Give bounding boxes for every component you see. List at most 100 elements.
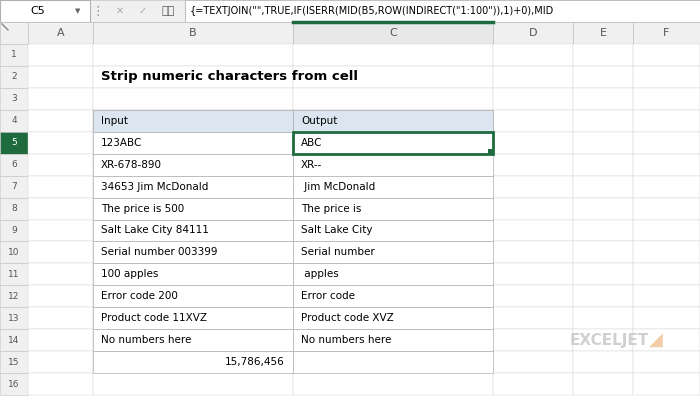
Bar: [493, 132, 573, 154]
Text: C: C: [389, 28, 397, 38]
Bar: [93, 220, 293, 242]
Bar: [293, 307, 493, 329]
Bar: [28, 66, 93, 88]
Bar: [93, 176, 293, 198]
Text: E: E: [599, 28, 606, 38]
Bar: [293, 329, 493, 351]
Bar: [28, 22, 93, 44]
Bar: [573, 329, 633, 351]
Bar: [293, 22, 493, 44]
Bar: [93, 285, 293, 307]
Bar: [0, 373, 28, 395]
Bar: [488, 149, 493, 154]
Bar: [28, 176, 93, 198]
Text: Jim McDonald: Jim McDonald: [301, 182, 375, 192]
Bar: [93, 242, 293, 263]
Bar: [93, 110, 293, 132]
Text: Salt Lake City: Salt Lake City: [301, 226, 376, 236]
Bar: [0, 220, 28, 242]
Text: No numbers here: No numbers here: [101, 335, 191, 345]
Bar: [93, 329, 293, 351]
Bar: [573, 242, 633, 263]
Bar: [293, 242, 493, 263]
Bar: [573, 198, 633, 220]
Bar: [93, 66, 293, 88]
Bar: [573, 22, 633, 44]
Bar: [0, 88, 28, 110]
Bar: [493, 44, 573, 66]
Bar: [28, 263, 93, 285]
Bar: [493, 110, 573, 132]
Bar: [93, 351, 293, 373]
Text: ▼: ▼: [76, 8, 80, 14]
Bar: [293, 198, 493, 220]
Text: The price is: The price is: [301, 204, 365, 214]
Bar: [0, 110, 28, 132]
Text: 15,786,456: 15,786,456: [225, 357, 285, 367]
Bar: [0, 307, 28, 329]
Bar: [293, 132, 493, 154]
Bar: [93, 351, 293, 373]
Bar: [93, 263, 293, 285]
Bar: [633, 132, 700, 154]
Bar: [573, 110, 633, 132]
Text: Serial number 003399: Serial number 003399: [101, 248, 218, 258]
Bar: [28, 307, 93, 329]
Text: 4: 4: [11, 116, 17, 125]
Bar: [573, 220, 633, 242]
Text: Salt Lake City 84111: Salt Lake City 84111: [101, 226, 209, 236]
Bar: [0, 66, 28, 88]
Bar: [28, 351, 93, 373]
Text: 3: 3: [11, 94, 17, 103]
Bar: [93, 176, 293, 198]
Bar: [28, 88, 93, 110]
Bar: [573, 44, 633, 66]
Bar: [573, 351, 633, 373]
Bar: [493, 373, 573, 395]
Bar: [633, 198, 700, 220]
Text: 12: 12: [8, 292, 20, 301]
Bar: [573, 132, 633, 154]
Bar: [93, 220, 293, 242]
Text: ✓: ✓: [139, 6, 147, 16]
Bar: [293, 329, 493, 351]
Bar: [573, 66, 633, 88]
Bar: [93, 22, 293, 44]
Bar: [93, 154, 293, 176]
Bar: [0, 329, 28, 351]
Bar: [0, 198, 28, 220]
Bar: [0, 22, 28, 44]
Bar: [633, 307, 700, 329]
Bar: [293, 154, 493, 176]
Text: 11: 11: [8, 270, 20, 279]
Text: {=TEXTJOIN("",TRUE,IF(ISERR(MID(B5,ROW(INDIRECT("1:100")),1)+0),MID: {=TEXTJOIN("",TRUE,IF(ISERR(MID(B5,ROW(I…: [190, 6, 554, 16]
Bar: [0, 242, 28, 263]
Bar: [93, 373, 293, 395]
Bar: [93, 242, 293, 263]
Text: EXCELJET: EXCELJET: [570, 333, 650, 348]
Bar: [93, 88, 293, 110]
Text: Error code: Error code: [301, 291, 358, 301]
Text: 𝑓𝑥: 𝑓𝑥: [162, 6, 174, 16]
Bar: [633, 351, 700, 373]
Bar: [573, 176, 633, 198]
Bar: [493, 66, 573, 88]
Text: The price is 500: The price is 500: [101, 204, 184, 214]
Text: No numbers here: No numbers here: [301, 335, 391, 345]
Text: ◢: ◢: [649, 331, 663, 349]
Bar: [633, 154, 700, 176]
Bar: [493, 154, 573, 176]
Bar: [293, 110, 493, 132]
Bar: [493, 22, 573, 44]
Text: 5: 5: [11, 138, 17, 147]
Bar: [293, 154, 493, 176]
Bar: [0, 0, 90, 22]
Bar: [293, 220, 493, 242]
Bar: [28, 132, 93, 154]
Bar: [293, 242, 493, 263]
Text: 34653 Jim McDonald: 34653 Jim McDonald: [101, 182, 209, 192]
Bar: [293, 132, 493, 154]
Bar: [633, 220, 700, 242]
Bar: [293, 263, 493, 285]
Bar: [633, 176, 700, 198]
